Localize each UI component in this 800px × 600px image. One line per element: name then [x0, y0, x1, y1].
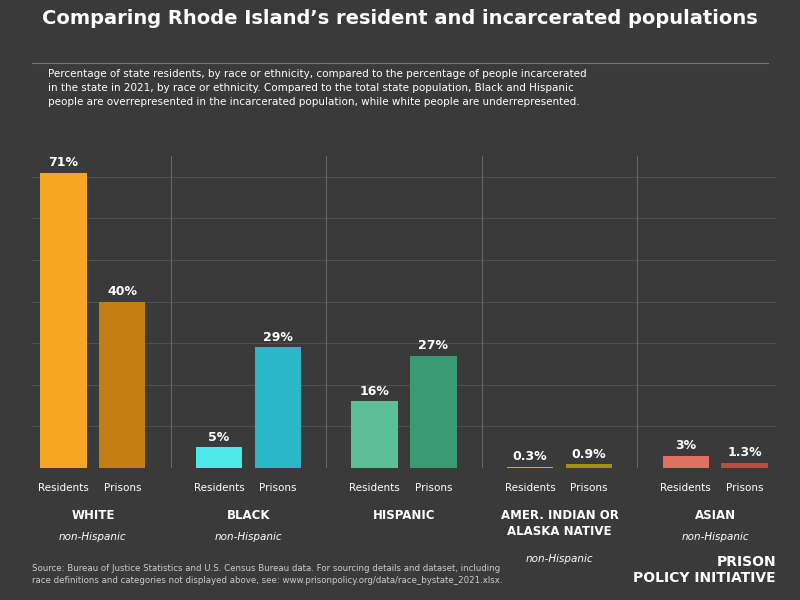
Text: Residents: Residents [38, 483, 89, 493]
Bar [254, 347, 301, 468]
Bar [41, 173, 86, 468]
Text: 0.9%: 0.9% [572, 448, 606, 461]
Bar [196, 447, 242, 468]
Text: Residents: Residents [660, 483, 711, 493]
Text: Prisons: Prisons [104, 483, 141, 493]
Text: 29%: 29% [263, 331, 293, 344]
Text: Residents: Residents [350, 483, 400, 493]
Text: 40%: 40% [107, 285, 138, 298]
Text: Prisons: Prisons [570, 483, 608, 493]
Text: WHITE: WHITE [71, 509, 114, 522]
Bar [410, 356, 457, 468]
Text: Prisons: Prisons [259, 483, 297, 493]
Text: 27%: 27% [418, 340, 449, 352]
Text: Comparing Rhode Island’s resident and incarcerated populations: Comparing Rhode Island’s resident and in… [42, 9, 758, 28]
Bar [662, 455, 709, 468]
Bar [351, 401, 398, 468]
Text: 71%: 71% [49, 157, 78, 169]
Text: non-Hispanic: non-Hispanic [59, 532, 126, 542]
Text: Prisons: Prisons [414, 483, 452, 493]
Text: ASIAN: ASIAN [694, 509, 736, 522]
Text: Source: Bureau of Justice Statistics and U.S. Census Bureau data. For sourcing d: Source: Bureau of Justice Statistics and… [32, 564, 502, 585]
Text: PRISON
POLICY INITIATIVE: PRISON POLICY INITIATIVE [634, 555, 776, 585]
Text: Residents: Residents [505, 483, 555, 493]
Text: non-Hispanic: non-Hispanic [526, 554, 594, 565]
Text: 0.3%: 0.3% [513, 451, 547, 463]
Text: non-Hispanic: non-Hispanic [214, 532, 282, 542]
Bar [99, 302, 146, 468]
Text: AMER. INDIAN OR
ALASKA NATIVE: AMER. INDIAN OR ALASKA NATIVE [501, 509, 618, 538]
Text: BLACK: BLACK [226, 509, 270, 522]
Text: 16%: 16% [360, 385, 390, 398]
Bar [722, 463, 767, 468]
Text: 1.3%: 1.3% [727, 446, 762, 459]
Text: HISPANIC: HISPANIC [373, 509, 435, 522]
Text: Residents: Residents [194, 483, 245, 493]
Bar [566, 464, 612, 468]
Text: 3%: 3% [675, 439, 696, 452]
Text: 5%: 5% [209, 431, 230, 444]
Bar [507, 467, 554, 468]
Text: Prisons: Prisons [726, 483, 763, 493]
Text: non-Hispanic: non-Hispanic [682, 532, 749, 542]
Text: Percentage of state residents, by race or ethnicity, compared to the percentage : Percentage of state residents, by race o… [48, 69, 586, 107]
